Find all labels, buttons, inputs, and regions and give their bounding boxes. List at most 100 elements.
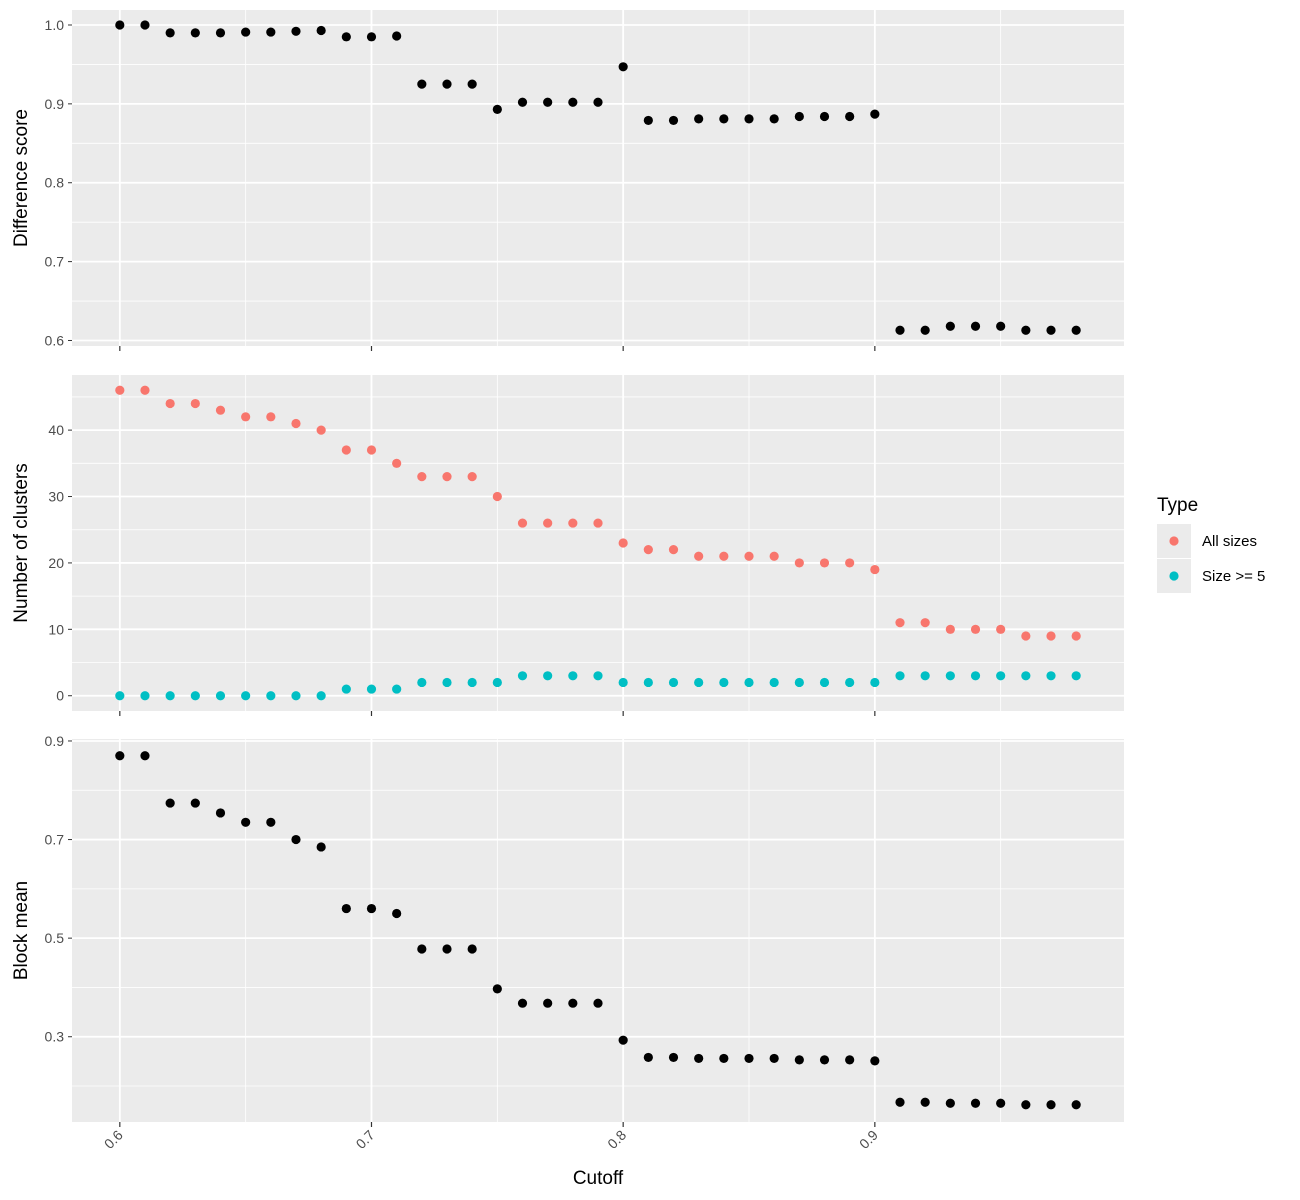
data-point — [643, 1052, 653, 1063]
data-point — [492, 984, 502, 994]
data-point — [215, 691, 226, 701]
data-point — [517, 518, 528, 528]
data-point — [1071, 325, 1081, 335]
data-point — [744, 677, 754, 688]
data-point — [467, 79, 477, 89]
data-point — [492, 491, 502, 502]
data-point — [719, 114, 729, 124]
data-point — [366, 903, 377, 914]
data-point — [543, 671, 553, 681]
legend-label: Size >= 5 — [1202, 568, 1265, 585]
data-point — [970, 671, 981, 681]
data-point — [643, 677, 653, 688]
data-point — [920, 671, 930, 681]
data-point — [895, 325, 905, 335]
data-point — [744, 551, 754, 561]
data-point — [618, 1035, 628, 1045]
data-point — [1046, 671, 1056, 681]
legend-key-point — [1169, 571, 1179, 581]
y-tick-label: 0.6 — [45, 332, 65, 348]
data-point — [568, 518, 578, 528]
data-point — [492, 677, 502, 688]
data-point — [694, 114, 704, 124]
data-point — [945, 671, 955, 681]
data-point — [442, 79, 452, 89]
legend-item: All sizes — [1157, 524, 1257, 558]
data-point — [593, 671, 603, 681]
y-axis-title: Number of clusters — [11, 463, 32, 622]
data-point — [744, 114, 754, 124]
data-point — [316, 425, 326, 435]
data-point — [870, 109, 880, 119]
data-point — [1021, 631, 1031, 641]
data-point — [970, 624, 981, 634]
data-point — [241, 691, 251, 701]
data-point — [517, 97, 528, 107]
data-point — [996, 671, 1006, 681]
data-point — [215, 28, 226, 38]
x-axis-title: Cutoff — [573, 1168, 624, 1189]
data-point — [341, 445, 351, 455]
data-point — [467, 944, 477, 954]
data-point — [643, 545, 653, 555]
data-point — [694, 1053, 704, 1064]
y-tick-label: 20 — [48, 555, 64, 571]
legend-item: Size >= 5 — [1157, 559, 1265, 593]
data-point — [165, 798, 175, 808]
data-point — [316, 25, 326, 36]
y-tick-label: 0.8 — [45, 175, 65, 191]
data-point — [819, 111, 830, 122]
legend-key-point — [1169, 536, 1179, 546]
data-point — [140, 385, 150, 395]
y-tick-label: 0.7 — [45, 254, 65, 270]
data-point — [291, 418, 301, 429]
y-tick-label: 30 — [48, 489, 64, 505]
data-point — [266, 27, 276, 37]
data-point — [140, 20, 150, 30]
x-tick-label: 0.6 — [101, 1127, 126, 1152]
y-tick-label: 0.7 — [45, 832, 65, 848]
data-point — [769, 677, 779, 688]
y-tick-label: 40 — [48, 422, 64, 438]
data-point — [568, 998, 578, 1008]
data-point — [1021, 671, 1031, 681]
data-point — [568, 97, 578, 107]
data-point — [845, 677, 855, 688]
data-point — [920, 618, 930, 628]
data-point — [719, 551, 729, 561]
data-point — [996, 624, 1006, 634]
data-point — [769, 114, 779, 124]
panel-top: 0.6 0.7 0.8 0.9 1.0 Difference score — [11, 10, 1124, 351]
data-point — [845, 111, 855, 122]
data-point — [668, 1052, 679, 1063]
data-point — [266, 412, 276, 422]
data-point — [996, 321, 1006, 331]
data-point — [945, 321, 955, 331]
y-tick-label: 0 — [56, 688, 64, 704]
data-point — [920, 325, 930, 335]
data-point — [1021, 1100, 1031, 1110]
data-point — [190, 28, 200, 38]
data-point — [996, 1098, 1006, 1108]
data-point — [945, 624, 955, 634]
panel-background — [72, 375, 1124, 711]
data-point — [115, 20, 125, 30]
data-point — [920, 1097, 930, 1107]
data-point — [366, 32, 377, 42]
data-point — [668, 545, 679, 555]
data-point — [794, 677, 804, 688]
y-tick-label: 1.0 — [45, 17, 65, 33]
data-point — [392, 31, 402, 41]
data-point — [1071, 631, 1081, 641]
data-point — [517, 998, 528, 1008]
data-point — [291, 691, 301, 701]
data-point — [341, 903, 351, 914]
data-point — [593, 518, 603, 528]
data-point — [895, 671, 905, 681]
panel-background — [72, 739, 1124, 1122]
data-point — [442, 677, 452, 688]
y-axis-title: Difference score — [11, 109, 32, 247]
data-point — [341, 32, 351, 42]
data-point — [794, 558, 804, 568]
